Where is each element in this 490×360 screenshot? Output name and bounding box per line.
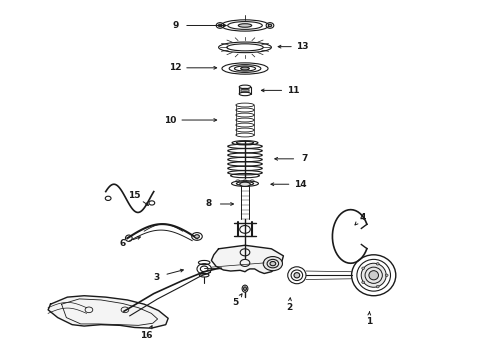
Text: 16: 16 <box>140 331 153 340</box>
Ellipse shape <box>270 261 276 266</box>
Ellipse shape <box>241 183 249 185</box>
Ellipse shape <box>244 287 246 291</box>
Polygon shape <box>48 296 168 328</box>
Text: 14: 14 <box>294 180 307 189</box>
Ellipse shape <box>240 182 250 186</box>
Text: 5: 5 <box>232 298 239 307</box>
Text: 11: 11 <box>287 86 299 95</box>
Ellipse shape <box>263 257 282 271</box>
Text: 7: 7 <box>302 154 308 163</box>
Text: 12: 12 <box>169 63 182 72</box>
Ellipse shape <box>195 235 199 238</box>
Ellipse shape <box>362 267 365 269</box>
Text: 8: 8 <box>206 199 212 208</box>
Ellipse shape <box>385 274 388 276</box>
Text: 9: 9 <box>172 21 178 30</box>
Ellipse shape <box>269 24 271 27</box>
Ellipse shape <box>219 24 221 27</box>
Text: 15: 15 <box>128 192 141 201</box>
Text: 6: 6 <box>120 239 125 248</box>
Text: 13: 13 <box>296 42 309 51</box>
Ellipse shape <box>294 273 300 278</box>
Text: 10: 10 <box>164 116 177 125</box>
Ellipse shape <box>376 262 379 265</box>
Text: 1: 1 <box>366 317 372 325</box>
Ellipse shape <box>241 67 249 70</box>
Text: 2: 2 <box>286 303 293 312</box>
Text: 4: 4 <box>360 212 366 221</box>
Ellipse shape <box>238 24 252 27</box>
Ellipse shape <box>369 271 378 280</box>
Polygon shape <box>211 245 283 274</box>
Ellipse shape <box>361 263 386 287</box>
Ellipse shape <box>376 285 379 288</box>
Text: 3: 3 <box>153 273 159 282</box>
Ellipse shape <box>362 281 365 284</box>
